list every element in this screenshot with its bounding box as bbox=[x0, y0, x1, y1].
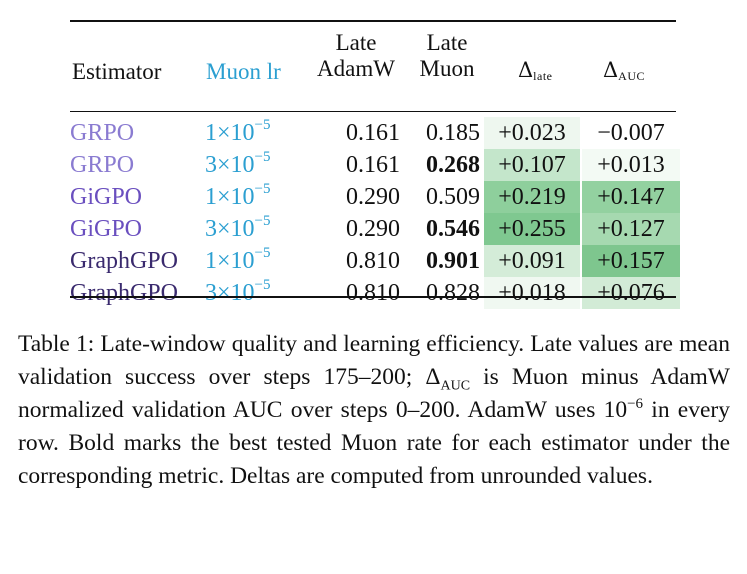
cell-delta-auc: +0.013 bbox=[582, 149, 680, 181]
cell-estimator: GraphGPO bbox=[70, 248, 178, 274]
cell-late-muon: 0.546 bbox=[426, 216, 480, 242]
cell-late-muon: 0.268 bbox=[426, 152, 480, 178]
header-late-adamw-top: Late bbox=[335, 30, 377, 55]
cell-late-adamw: 0.810 bbox=[346, 248, 400, 274]
table-bottom-rule bbox=[70, 296, 676, 298]
table-row: GraphGPO 3×10−5 0.810 0.828 +0.018 +0.076 bbox=[70, 277, 680, 309]
cell-estimator: GRPO bbox=[70, 152, 135, 178]
cell-delta-auc: +0.157 bbox=[582, 245, 680, 277]
cell-delta-late: +0.107 bbox=[484, 149, 580, 181]
cell-delta-late: +0.091 bbox=[484, 245, 580, 277]
header-delta-late: Δlate bbox=[518, 58, 553, 83]
cell-late-muon: 0.828 bbox=[426, 280, 480, 306]
cell-delta-auc: +0.076 bbox=[582, 277, 680, 309]
cell-late-adamw: 0.161 bbox=[346, 152, 400, 178]
cell-late-muon: 0.901 bbox=[426, 248, 480, 274]
cell-muon-lr: 3×10−5 bbox=[205, 277, 271, 307]
header-late-muon-top: Late bbox=[426, 30, 468, 55]
cell-late-adamw: 0.290 bbox=[346, 184, 400, 210]
table-top-rule bbox=[70, 20, 676, 22]
cell-late-adamw: 0.161 bbox=[346, 120, 400, 146]
header-muon-lr: Muon lr bbox=[206, 59, 281, 84]
cell-delta-auc: +0.147 bbox=[582, 181, 680, 213]
cell-muon-lr: 1×10−5 bbox=[205, 117, 271, 147]
cell-delta-late: +0.023 bbox=[484, 117, 580, 149]
cell-muon-lr: 3×10−5 bbox=[205, 149, 271, 179]
cell-delta-late: +0.219 bbox=[484, 181, 580, 213]
cell-estimator: GRPO bbox=[70, 120, 135, 146]
table-row: GiGPO 3×10−5 0.290 0.546 +0.255 +0.127 bbox=[70, 213, 680, 245]
header-estimator: Estimator bbox=[72, 59, 162, 84]
cell-estimator: GiGPO bbox=[70, 216, 143, 242]
cell-delta-auc: +0.127 bbox=[582, 213, 680, 245]
cell-late-adamw: 0.290 bbox=[346, 216, 400, 242]
table-caption: Table 1: Late-window quality and learnin… bbox=[18, 331, 730, 489]
cell-late-adamw: 0.810 bbox=[346, 280, 400, 306]
header-delta-auc: ΔAUC bbox=[603, 58, 646, 83]
cell-delta-late: +0.018 bbox=[484, 277, 580, 309]
cell-estimator: GraphGPO bbox=[70, 280, 178, 306]
cell-estimator: GiGPO bbox=[70, 184, 143, 210]
table-row: GraphGPO 1×10−5 0.810 0.901 +0.091 +0.157 bbox=[70, 245, 680, 277]
table-row: GRPO 3×10−5 0.161 0.268 +0.107 +0.013 bbox=[70, 149, 680, 181]
header-late-adamw-bottom: AdamW bbox=[317, 56, 395, 81]
cell-late-muon: 0.185 bbox=[426, 120, 480, 146]
cell-muon-lr: 3×10−5 bbox=[205, 213, 271, 243]
cell-muon-lr: 1×10−5 bbox=[205, 245, 271, 275]
table-mid-rule bbox=[70, 111, 676, 112]
table-row: GRPO 1×10−5 0.161 0.185 +0.023 −0.007 bbox=[70, 117, 680, 149]
cell-delta-auc: −0.007 bbox=[582, 117, 680, 149]
cell-late-muon: 0.509 bbox=[426, 184, 480, 210]
cell-delta-late: +0.255 bbox=[484, 213, 580, 245]
header-late-muon-bottom: Muon bbox=[419, 56, 475, 81]
table-row: GiGPO 1×10−5 0.290 0.509 +0.219 +0.147 bbox=[70, 181, 680, 213]
cell-muon-lr: 1×10−5 bbox=[205, 181, 271, 211]
